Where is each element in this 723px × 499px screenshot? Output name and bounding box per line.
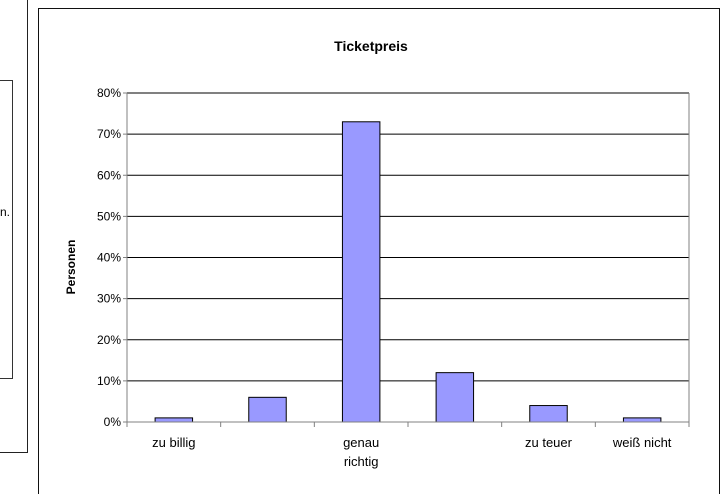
y-tick-label: 40% xyxy=(97,251,121,265)
chart-frame: Ticketpreis Personen 0% 10% 20% 30% 40% 50% 60… xyxy=(38,8,720,494)
x-tick-label: weiß nicht xyxy=(612,435,672,450)
bars xyxy=(154,121,662,423)
bar xyxy=(341,121,381,423)
chart-title: Ticketpreis xyxy=(334,38,408,54)
y-tick-label: 0% xyxy=(104,415,122,429)
left-inner-box xyxy=(0,80,13,379)
left-panel: n. xyxy=(0,0,28,453)
bar xyxy=(154,417,194,423)
bar xyxy=(435,372,475,423)
bar-chart: Ticketpreis Personen 0% 10% 20% 30% 40% 50% 60… xyxy=(64,38,690,469)
left-text-fragment: n. xyxy=(0,205,11,219)
y-tick-label: 20% xyxy=(97,333,121,347)
bar xyxy=(248,396,287,423)
y-tick-label: 50% xyxy=(97,209,121,223)
y-axis-label: Personen xyxy=(64,240,78,295)
x-tick-label: zu teuer xyxy=(525,435,573,450)
bar xyxy=(622,417,662,423)
tick-labels: 0% 10% 20% 30% 40% 50% 60% 70% 80% zu billig genau… xyxy=(97,86,672,469)
bar xyxy=(529,405,568,423)
x-tick-label: genau xyxy=(343,435,379,450)
y-tick-label: 80% xyxy=(97,86,121,100)
axes xyxy=(123,92,690,427)
y-tick-label: 10% xyxy=(97,374,121,388)
y-tick-label: 30% xyxy=(97,292,121,306)
y-tick-label: 70% xyxy=(97,127,121,141)
gridlines xyxy=(127,92,689,382)
x-tick-label: richtig xyxy=(344,454,379,469)
x-tick-label: zu billig xyxy=(152,435,195,450)
y-tick-label: 60% xyxy=(97,168,121,182)
